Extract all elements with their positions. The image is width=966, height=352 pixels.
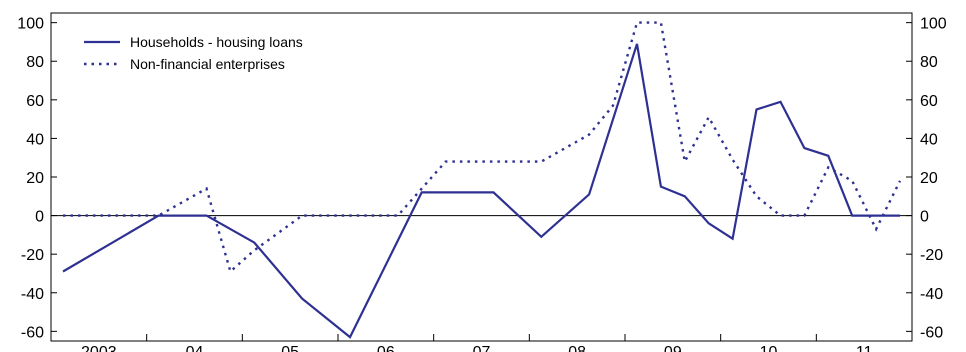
y-tick-label-left: -40 [21, 286, 44, 303]
legend: Households - housing loans Non-financial … [84, 34, 303, 72]
y-tick-label-left: -60 [21, 324, 44, 341]
y-axis-left: -60 -40 -20 0 20 40 60 80 100 [17, 16, 57, 341]
y-tick-label-left: 100 [17, 16, 44, 33]
x-axis: 2003 04 05 06 07 08 09 10 11 [81, 334, 873, 352]
x-tick-label: 04 [186, 344, 204, 352]
y-tick-label-right: -60 [920, 324, 943, 341]
series-layer [62, 21, 902, 339]
y-tick-label-left: 20 [26, 170, 44, 187]
x-tick-label: 06 [377, 344, 395, 352]
y-tick-label-right: 40 [920, 131, 938, 148]
y-tick-label-right: 0 [920, 209, 929, 226]
x-tick-label: 08 [568, 344, 586, 352]
legend-label: Households - housing loans [130, 34, 303, 50]
y-tick-label-right: 60 [920, 93, 938, 110]
y-tick-label-right: 100 [920, 16, 947, 33]
y-tick-label-left: 40 [26, 131, 44, 148]
legend-label: Non-financial enterprises [130, 56, 285, 72]
y-tick-label-left: 60 [26, 93, 44, 110]
y-tick-label-right: 20 [920, 170, 938, 187]
x-tick-label: 07 [473, 344, 491, 352]
x-tick-label: 11 [856, 344, 873, 352]
series-line-households-housing-loans [62, 43, 900, 339]
y-axis-right: -60 -40 -20 0 20 40 60 80 100 [906, 16, 947, 341]
x-tick-label: 2003 [81, 344, 117, 352]
series-line-non-financial-enterprises [63, 21, 902, 274]
y-tick-label-left: 80 [26, 54, 44, 71]
y-tick-label-left: -20 [21, 247, 44, 264]
x-tick-label: 10 [760, 344, 778, 352]
x-tick-label: 05 [281, 344, 299, 352]
x-tick-label: 09 [664, 344, 682, 352]
y-tick-label-right: -20 [920, 247, 943, 264]
y-tick-label-right: -40 [920, 286, 943, 303]
y-tick-label-right: 80 [920, 54, 938, 71]
y-tick-label-left: 0 [35, 209, 44, 226]
